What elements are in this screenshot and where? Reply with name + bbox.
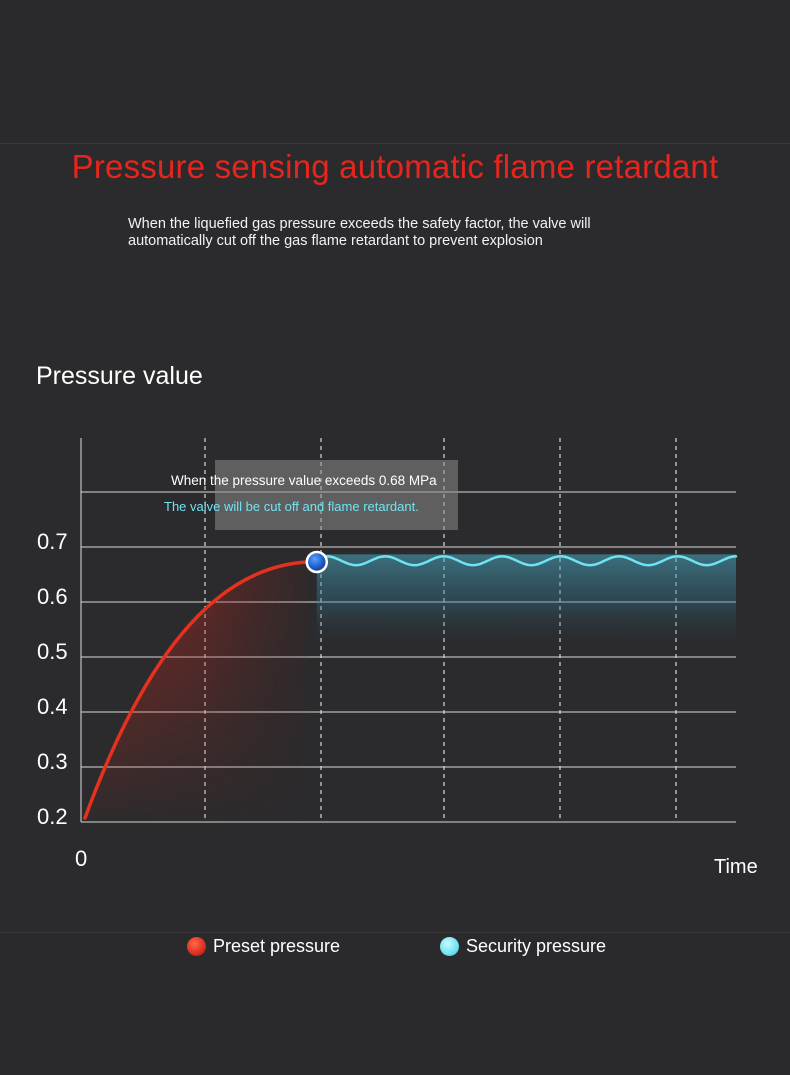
red-dot-icon [187, 937, 206, 956]
legend-label-preset: Preset pressure [213, 936, 341, 956]
description-line: When the liquefied gas pressure exceeds … [128, 216, 591, 232]
y-tick-label: 0.2 [37, 804, 68, 829]
y-tick-label: 0.6 [37, 584, 68, 609]
header-band [0, 0, 790, 144]
origin-label: 0 [75, 846, 87, 871]
security-pressure-line [325, 555, 738, 567]
chart-title: Pressure value [36, 362, 203, 390]
description: When the liquefied gas pressure exceeds … [128, 216, 668, 250]
page-title: Pressure sensing automatic flame retarda… [71, 148, 719, 185]
preset-pressure-area [85, 562, 308, 822]
footer-band [0, 932, 790, 1075]
description-line: automatically cut off the gas flame reta… [128, 233, 543, 249]
y-tick-label: 0.5 [37, 639, 68, 664]
chart-legend: Preset pressure Security pressure [0, 936, 790, 962]
preset-pressure-line [83, 560, 310, 820]
cyan-dot-icon [440, 937, 459, 956]
annotation-line2: The valve will be cut off and flame reta… [164, 499, 419, 514]
threshold-marker [305, 550, 329, 574]
legend-item-preset: Preset pressure [187, 936, 340, 957]
y-tick-labels: 0.2 0.3 0.4 0.5 0.6 0.7 [37, 529, 68, 829]
y-tick-label: 0.4 [37, 694, 68, 719]
legend-label-security: Security pressure [466, 936, 607, 956]
annotation-line1: When the pressure value exceeds 0.68 MPa [171, 473, 437, 488]
security-pressure-area [316, 554, 736, 650]
pressure-chart: 0.2 0.3 0.4 0.5 0.6 0.7 When the pressure val… [37, 438, 758, 878]
annotation-box [215, 460, 458, 530]
legend-item-security: Security pressure [440, 936, 606, 957]
y-tick-label: 0.7 [37, 529, 68, 554]
x-axis-label: Time [714, 856, 758, 878]
y-tick-label: 0.3 [37, 749, 68, 774]
